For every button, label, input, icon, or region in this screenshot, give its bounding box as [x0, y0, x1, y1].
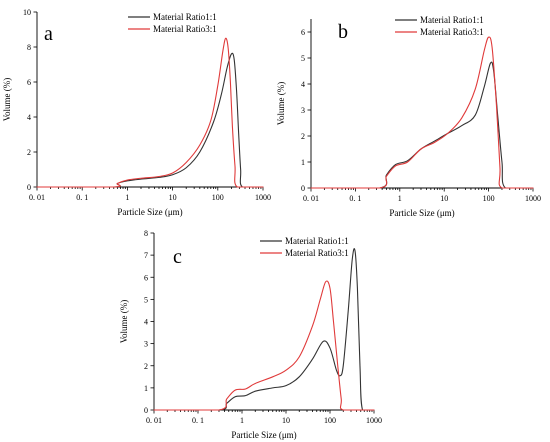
y-tick-label: 4: [144, 318, 148, 327]
x-tick-label: 0. 01: [29, 193, 45, 202]
series-line-ratio-3-1: [153, 280, 375, 411]
x-tick-label: 0. 1: [349, 194, 361, 203]
x-tick-label: 1: [240, 416, 244, 425]
y-tick-label: 0: [144, 406, 148, 415]
chart-panel-c: 0. 01 0. 1 1 10 100 1000 0 1 2 3 4 5 6 7 8 Particle Siz…: [119, 229, 382, 440]
x-tick-label: 1000: [525, 194, 541, 203]
x-axis-title: Particle Size (μm): [389, 208, 454, 218]
legend-label: Material Ratio3:1: [153, 24, 217, 34]
y-axis-title: Volume (%): [119, 300, 129, 344]
series-line-ratio-1-1: [36, 52, 264, 188]
panel-label: c: [173, 246, 182, 268]
series-line-ratio-1-1: [310, 61, 534, 189]
series-line-ratio-1-1: [153, 248, 375, 411]
x-tick-label: 0. 01: [303, 194, 319, 203]
x-tick-label: 100: [483, 194, 495, 203]
y-tick-label: 2: [27, 148, 31, 157]
x-tick-label: 0. 1: [76, 193, 88, 202]
x-tick-label: 10: [282, 416, 290, 425]
y-tick-label: 7: [144, 251, 148, 260]
y-axis-title: Volume (%): [276, 82, 286, 126]
panel-label: a: [44, 23, 53, 45]
legend-label: Material Ratio1:1: [285, 236, 349, 246]
x-tick-label: 100: [324, 416, 336, 425]
x-axis-title: Particle Size (μm): [117, 207, 182, 217]
y-tick-label: 4: [27, 113, 31, 122]
y-tick-label: 6: [144, 273, 148, 282]
x-tick-label: 1: [398, 194, 402, 203]
y-tick-label: 0: [301, 184, 305, 193]
y-tick-label: 2: [301, 132, 305, 141]
x-tick-label: 0. 1: [192, 416, 204, 425]
y-tick-label: 0: [27, 183, 31, 192]
y-tick-label: 8: [27, 43, 31, 52]
y-tick-label: 6: [27, 78, 31, 87]
panel-label: b: [338, 21, 348, 43]
x-tick-label: 10: [169, 193, 177, 202]
series-line-ratio-3-1: [310, 36, 534, 189]
legend-label: Material Ratio3:1: [285, 248, 349, 258]
y-tick-label: 3: [144, 340, 148, 349]
y-tick-label: 4: [301, 80, 305, 89]
chart-panel-a: 0. 01 0. 1 1 10 100 1000 0 2 4 6 8 10 Particle Size …: [2, 8, 271, 217]
x-tick-label: 1000: [255, 193, 271, 202]
series-line-ratio-3-1: [36, 37, 264, 188]
y-tick-label: 1: [144, 384, 148, 393]
chart-panel-b: 0. 01 0. 1 1 10 100 1000 0 1 2 3 4 5 6 Particle Size …: [276, 15, 541, 218]
y-tick-label: 1: [301, 158, 305, 167]
x-tick-label: 0. 01: [146, 416, 162, 425]
x-tick-label: 1: [125, 193, 129, 202]
y-axis-title: Volume (%): [2, 78, 12, 122]
x-tick-label: 1000: [366, 416, 382, 425]
y-tick-label: 10: [23, 8, 31, 17]
x-tick-label: 10: [440, 194, 448, 203]
y-tick-label: 2: [144, 362, 148, 371]
legend-label: Material Ratio1:1: [153, 12, 217, 22]
y-tick-label: 8: [144, 229, 148, 238]
y-tick-label: 5: [144, 295, 148, 304]
y-tick-label: 6: [301, 28, 305, 37]
x-tick-label: 100: [212, 193, 224, 202]
legend-label: Material Ratio3:1: [420, 27, 484, 37]
x-axis-title: Particle Size (μm): [231, 430, 296, 440]
y-tick-label: 3: [301, 106, 305, 115]
legend-label: Material Ratio1:1: [420, 15, 484, 25]
y-tick-label: 5: [301, 54, 305, 63]
